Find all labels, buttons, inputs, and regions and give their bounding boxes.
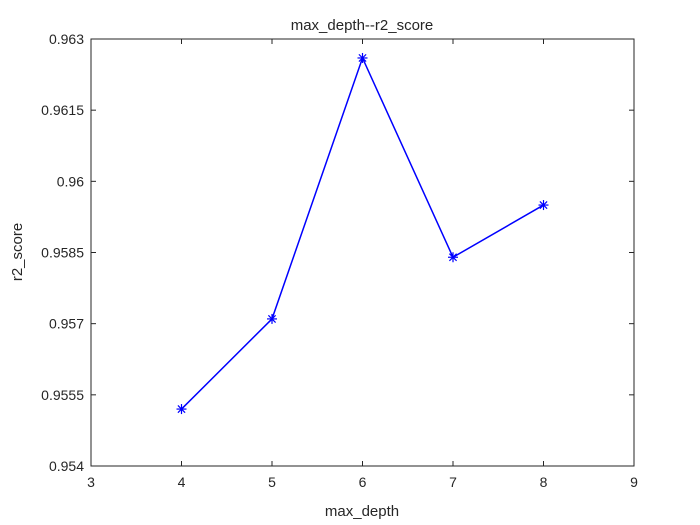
y-tick-label: 0.96 [57, 173, 84, 189]
y-tick-label: 0.9555 [41, 387, 84, 403]
data-point-marker [538, 200, 549, 211]
x-tick-label: 8 [540, 474, 548, 490]
data-point-marker [357, 52, 368, 63]
plot-frame [90, 38, 635, 467]
x-tick-label: 3 [87, 474, 95, 490]
y-tick-label: 0.9615 [41, 102, 84, 118]
x-axis-label: max_depth [325, 503, 399, 520]
plot-area [91, 39, 634, 466]
data-point-marker [448, 252, 458, 263]
axis-ticks: 3 4 5 6 7 8 9 0.954 0.9555 0.957 0.9585 0.96 0.9615 0… [41, 31, 638, 490]
y-tick-label: 0.954 [49, 458, 84, 474]
x-tick-label: 7 [449, 474, 457, 490]
x-tick-label: 6 [359, 474, 367, 490]
y-tick-label: 0.963 [49, 31, 84, 47]
y-tick-label: 0.957 [49, 316, 84, 332]
y-tick-label: 0.9585 [41, 245, 84, 261]
data-point-marker [267, 313, 277, 324]
x-tick-label: 4 [178, 474, 186, 490]
chart-title: max_depth--r2_score [291, 17, 434, 34]
y-axis-label: r2_score [9, 223, 26, 281]
x-tick-label: 5 [268, 474, 276, 490]
x-tick-label: 9 [630, 474, 638, 490]
data-point-marker [176, 404, 187, 415]
series-layer [176, 52, 549, 415]
